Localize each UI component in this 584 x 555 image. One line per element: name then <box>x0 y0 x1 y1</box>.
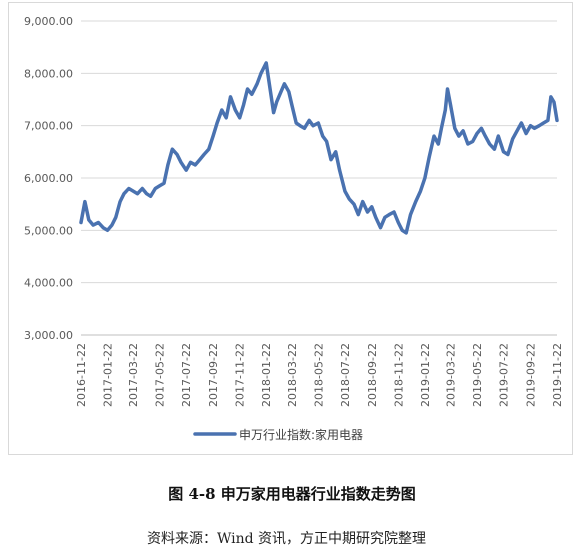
x-tick-label: 2018-03-22 <box>286 343 299 407</box>
figure-caption: 图 4-8 申万家用电器行业指数走势图 <box>168 485 416 503</box>
x-tick-label: 2016-11-22 <box>75 343 88 407</box>
y-tick-label: 3,000.00 <box>24 329 73 342</box>
x-tick-label: 2018-01-22 <box>260 343 273 407</box>
series-lines <box>79 61 559 235</box>
y-tick-label: 8,000.00 <box>24 67 73 80</box>
y-tick-label: 7,000.00 <box>24 120 73 133</box>
x-tick-label: 2019-03-22 <box>444 343 457 407</box>
legend-label: 申万行业指数:家用电器 <box>239 427 363 442</box>
gridlines <box>81 20 557 336</box>
y-axis-ticks: 3,000.00 4,000.00 5,000.00 6,000.00 7,000.00… <box>24 15 73 342</box>
x-tick-label: 2019-01-22 <box>419 343 432 407</box>
figure-source: 资料来源：Wind 资讯，方正中期研究院整理 <box>147 531 427 547</box>
x-tick-label: 2019-07-22 <box>498 343 511 407</box>
x-tick-label: 2019-09-22 <box>524 343 537 407</box>
y-tick-label: 5,000.00 <box>24 224 73 237</box>
x-tick-label: 2018-07-22 <box>339 343 352 407</box>
chart-frame: 3,000.00 4,000.00 5,000.00 6,000.00 7,000.00… <box>8 2 573 455</box>
x-tick-label: 2017-01-22 <box>102 343 115 407</box>
legend: 申万行业指数:家用电器 <box>193 427 363 442</box>
x-tick-label: 2017-09-22 <box>207 343 220 407</box>
y-tick-label: 4,000.00 <box>24 277 73 290</box>
y-tick-label: 9,000.00 <box>24 15 73 28</box>
x-tick-label: 2018-11-22 <box>392 343 405 407</box>
x-tick-label: 2018-09-22 <box>366 343 379 407</box>
x-tick-label: 2017-03-22 <box>127 343 140 407</box>
x-tick-label: 2019-05-22 <box>471 343 484 407</box>
x-tick-label: 2018-05-22 <box>312 343 325 407</box>
series-line-0 <box>79 61 559 235</box>
x-tick-label: 2017-07-22 <box>180 343 193 407</box>
y-tick-label: 6,000.00 <box>24 172 73 185</box>
x-tick-label: 2017-11-22 <box>234 343 247 407</box>
x-tick-label: 2019-11-22 <box>551 343 564 407</box>
line-chart: 3,000.00 4,000.00 5,000.00 6,000.00 7,000.00… <box>24 15 564 442</box>
x-axis-ticks: 2016-11-22 2017-01-22 2017-03-22 2017-05-22… <box>75 343 564 407</box>
x-tick-label: 2017-05-22 <box>154 343 167 407</box>
